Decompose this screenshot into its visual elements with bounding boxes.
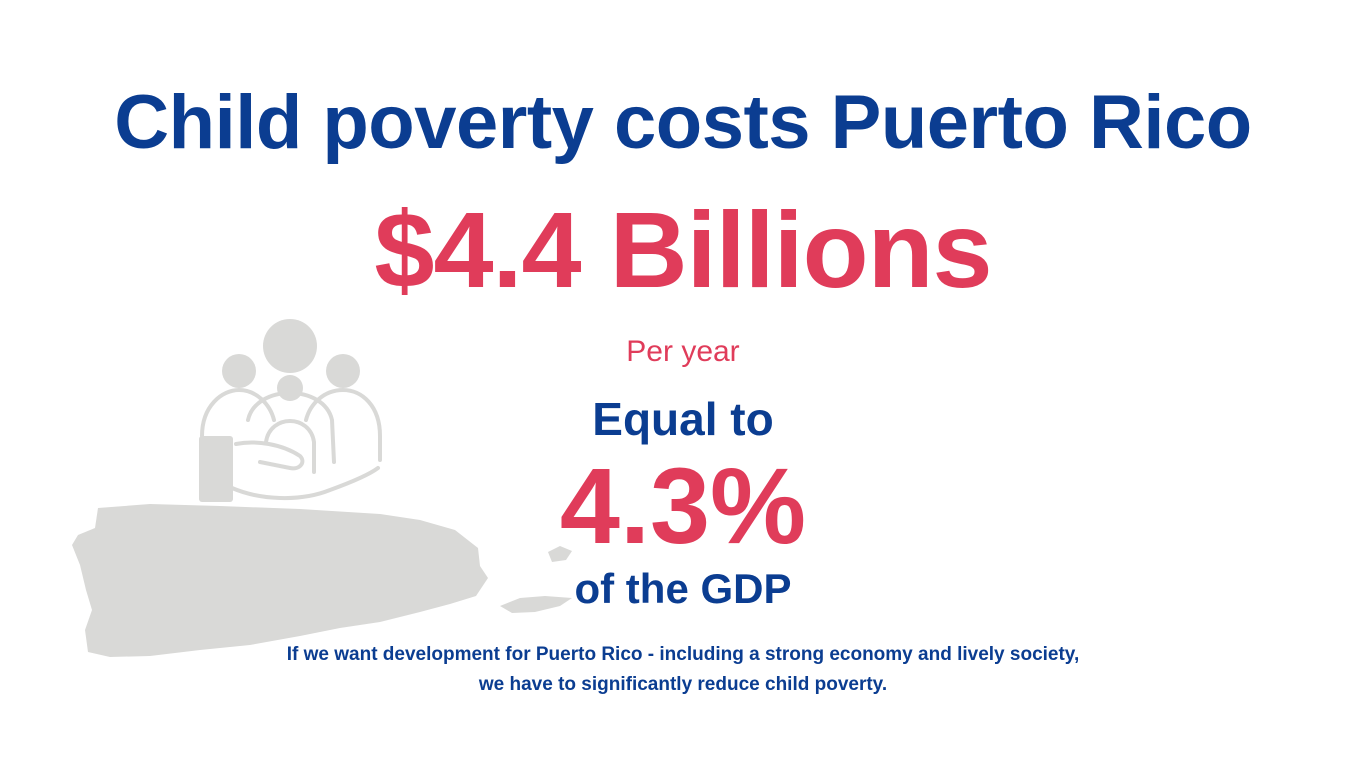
equal-to-label: Equal to — [592, 393, 774, 445]
gdp-label: of the GDP — [574, 565, 792, 612]
per-year-label: Per year — [626, 335, 740, 368]
headline: Child poverty costs Puerto Rico — [114, 80, 1252, 165]
family-in-hand-icon — [199, 319, 382, 502]
puerto-rico-map-icon — [72, 504, 583, 657]
cost-amount: $4.4 Billions — [374, 189, 992, 310]
gdp-percentage: 4.3% — [559, 445, 807, 566]
footer-statement: If we want development for Puerto Rico -… — [286, 644, 1080, 695]
